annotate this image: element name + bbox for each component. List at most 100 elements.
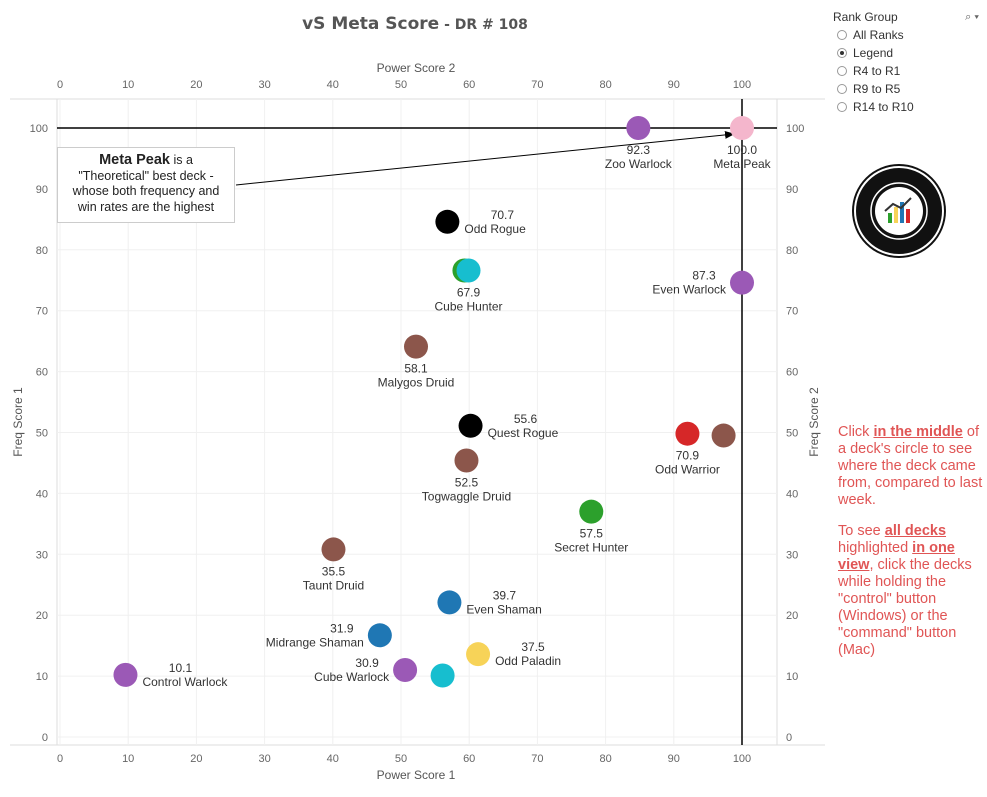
point-score-label: 39.7 (493, 588, 517, 602)
rank-option-label: R9 to R5 (853, 82, 901, 96)
y-tick-label-left: 70 (36, 306, 48, 318)
rank-option-label: All Ranks (853, 28, 904, 42)
point-name-label: Control Warlock (142, 675, 228, 689)
radio-all-ranks[interactable] (837, 30, 847, 40)
scatter-chart: 0010102020303040405050606070708080909010… (10, 61, 825, 782)
help-text: Click in the middle of a deck's circle t… (838, 424, 983, 673)
point-score-label: 30.9 (355, 656, 379, 670)
x-tick-label-bottom: 50 (395, 753, 407, 765)
radio-r9-r5[interactable] (837, 84, 847, 94)
point-name-label: Cube Warlock (314, 670, 390, 684)
x-tick-label-bottom: 30 (258, 753, 270, 765)
radio-legend[interactable] (837, 48, 847, 58)
point-name-label: Togwaggle Druid (422, 490, 511, 504)
x-tick-label-bottom: 20 (190, 753, 202, 765)
y-tick-label-right: 60 (786, 367, 798, 379)
data-point (730, 270, 754, 295)
data-point (437, 590, 462, 615)
x-tick-label-top: 50 (395, 79, 407, 91)
chart-title-sub: - DR # 108 (439, 17, 528, 33)
point-score-label: 67.9 (457, 286, 481, 300)
point-score-label: 35.5 (322, 564, 346, 578)
radio-r14-r10[interactable] (837, 102, 847, 112)
point-score-label: 70.9 (676, 449, 700, 463)
rank-option-r9-r5[interactable]: R9 to R5 (833, 80, 983, 98)
x-axis-title-bottom: Power Score 1 (377, 768, 456, 782)
meta-peak-annotation: Meta Peak is a "Theoretical" best deck -… (57, 147, 235, 223)
y-tick-label-right: 20 (786, 610, 798, 622)
x-tick-label-bottom: 10 (122, 753, 134, 765)
point-name-label: Midrange Shaman (266, 635, 364, 649)
annotation-text: is a "Theoretical" best deck - whose bot… (72, 153, 220, 214)
x-tick-label-top: 100 (733, 79, 751, 91)
data-point (456, 258, 481, 283)
rank-option-r14-r10[interactable]: R14 to R10 (833, 98, 983, 116)
y-tick-label-right: 30 (786, 549, 798, 561)
y-tick-label-right: 90 (786, 184, 798, 196)
rank-option-legend[interactable]: Legend (833, 44, 983, 62)
point-name-label: Cube Hunter (434, 300, 502, 314)
chart-title-main: vS Meta Score (302, 14, 440, 34)
search-icon[interactable]: ⌕ (965, 10, 972, 23)
y-tick-label-left: 0 (42, 732, 48, 744)
data-point (113, 662, 138, 687)
y-tick-label-left: 20 (36, 610, 48, 622)
point-name-label: Taunt Druid (303, 578, 364, 592)
help-emphasis: all decks (884, 523, 947, 539)
data-point (458, 413, 483, 438)
data-point (579, 499, 604, 524)
point-score-label: 58.1 (404, 362, 428, 376)
data-point (430, 663, 455, 688)
chevron-down-icon[interactable]: ▾ (974, 10, 979, 23)
x-tick-label-bottom: 90 (668, 753, 680, 765)
rank-group-label: Rank Group (833, 10, 898, 24)
x-tick-label-top: 60 (463, 79, 475, 91)
point-score-label: 31.9 (330, 621, 354, 635)
y-tick-label-left: 80 (36, 245, 48, 257)
data-point (711, 423, 736, 448)
y-tick-label-right: 100 (786, 123, 804, 135)
point-name-label: Odd Rogue (464, 222, 526, 236)
point-name-label: Odd Paladin (495, 654, 561, 668)
annotation-bold: Meta Peak (99, 152, 170, 168)
x-tick-label-top: 10 (122, 79, 134, 91)
help-text-part: To see (838, 523, 885, 539)
rank-group-filter: Rank Group ⌕ ▾ All Ranks Legend R4 to R1… (833, 8, 983, 116)
point-score-label: 52.5 (455, 476, 479, 490)
y-tick-label-right: 50 (786, 428, 798, 440)
x-tick-label-bottom: 60 (463, 753, 475, 765)
point-score-label: 37.5 (521, 640, 545, 654)
logo-ring (854, 166, 944, 256)
y-axis-title-left: Freq Score 1 (11, 387, 25, 457)
x-tick-label-top: 0 (57, 79, 63, 91)
radio-r4-r1[interactable] (837, 66, 847, 76)
y-tick-label-left: 50 (36, 428, 48, 440)
y-axis-title-right: Freq Score 2 (807, 387, 821, 457)
point-score-label: 92.3 (627, 143, 651, 157)
y-tick-label-right: 80 (786, 245, 798, 257)
rank-option-r4-r1[interactable]: R4 to R1 (833, 62, 983, 80)
data-point (675, 421, 700, 446)
x-tick-label-bottom: 40 (327, 753, 339, 765)
x-tick-label-bottom: 0 (57, 753, 63, 765)
chart-title: vS Meta Score - DR # 108 (0, 14, 830, 34)
y-tick-label-right: 40 (786, 488, 798, 500)
help-paragraph-1: Click in the middle of a deck's circle t… (838, 424, 983, 509)
point-score-label: 57.5 (580, 527, 604, 541)
point-score-label: 10.1 (169, 661, 193, 675)
rank-option-label: R14 to R10 (853, 100, 914, 114)
rank-option-all-ranks[interactable]: All Ranks (833, 26, 983, 44)
y-tick-label-left: 10 (36, 671, 48, 683)
y-tick-label-right: 70 (786, 306, 798, 318)
data-point (454, 448, 479, 473)
x-tick-label-top: 20 (190, 79, 202, 91)
x-axis-title-top: Power Score 2 (377, 61, 456, 75)
y-tick-label-left: 60 (36, 367, 48, 379)
rank-option-label: R4 to R1 (853, 64, 901, 78)
x-tick-label-bottom: 100 (733, 753, 751, 765)
data-point (626, 116, 651, 140)
point-score-label: 100.0 (727, 143, 757, 157)
data-point (321, 537, 346, 562)
y-tick-label-left: 90 (36, 184, 48, 196)
data-point (367, 623, 392, 648)
